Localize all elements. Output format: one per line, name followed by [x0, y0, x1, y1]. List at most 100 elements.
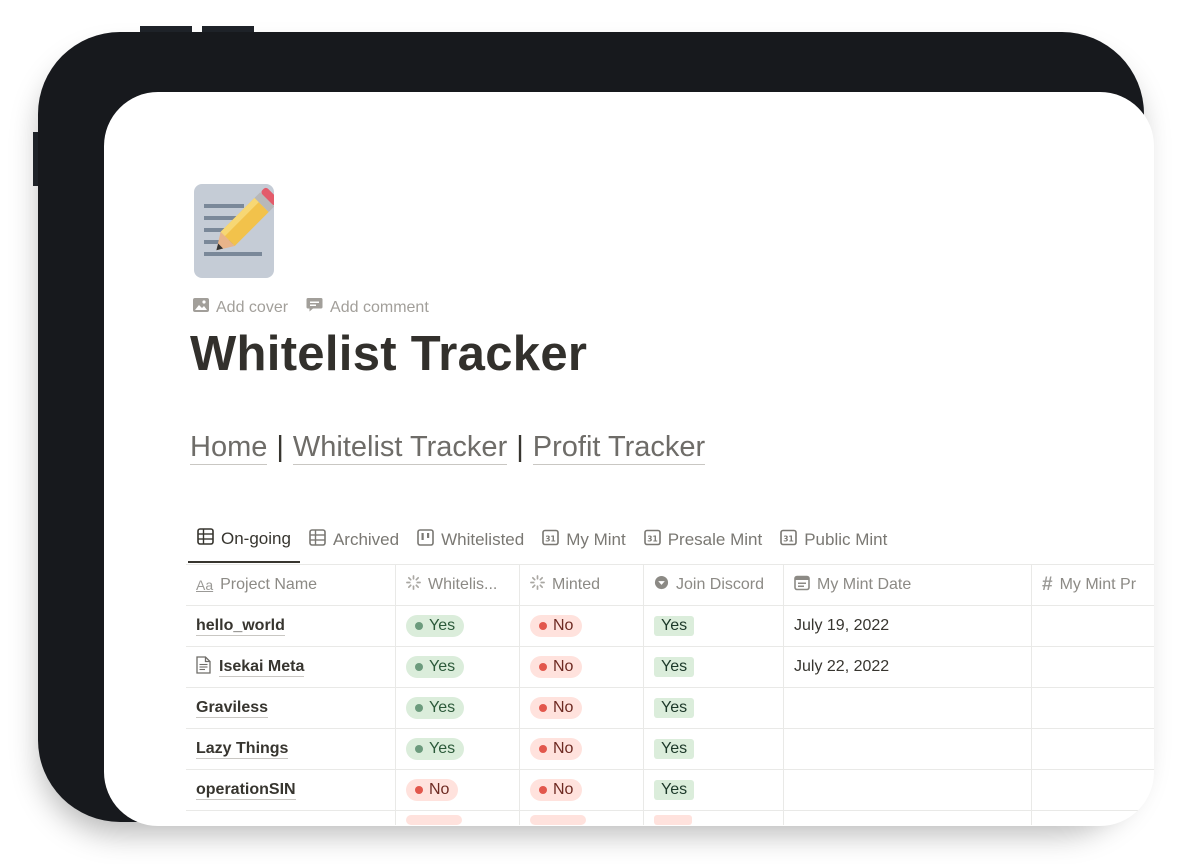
breadcrumb-home-link[interactable]: Home: [190, 431, 268, 465]
mint-date-cell[interactable]: [784, 729, 1032, 769]
view-tab-whitelisted[interactable]: Whitelisted: [408, 516, 533, 563]
join-discord-cell[interactable]: Yes: [644, 729, 784, 769]
add-comment-label: Add comment: [330, 298, 429, 316]
add-comment-button[interactable]: Add comment: [306, 297, 429, 318]
column-header-my-mint-date[interactable]: My Mint Date: [784, 565, 1032, 605]
column-header-join-discord[interactable]: Join Discord: [644, 565, 784, 605]
column-header-label: My Mint Pr: [1059, 576, 1137, 593]
mint-date-cell[interactable]: July 19, 2022: [784, 606, 1032, 646]
add-cover-button[interactable]: Add cover: [193, 297, 288, 318]
whitelisted-cell[interactable]: Yes: [396, 606, 520, 646]
mint-price-cell[interactable]: [1032, 688, 1154, 728]
status-badge: No: [530, 738, 583, 760]
mint-price-cell[interactable]: [1032, 729, 1154, 769]
status-text: No: [553, 781, 574, 798]
whitelisted-cell[interactable]: Yes: [396, 729, 520, 769]
column-header-my-mint-price[interactable]: # My Mint Pr: [1032, 565, 1154, 605]
table-row[interactable]: Lazy Things Yes No Yes: [186, 729, 1154, 770]
status-badge: Yes: [406, 738, 465, 760]
column-header-label: Join Discord: [676, 576, 765, 593]
view-tab-archived[interactable]: Archived: [300, 516, 408, 563]
database-view-tabs: On-going Archived Whitelisted 31 My Mint…: [188, 516, 896, 564]
project-name-cell[interactable]: hello_world: [186, 606, 396, 646]
table-row[interactable]: Isekai Meta Yes No Yes July 22, 2022: [186, 647, 1154, 688]
project-name-cell[interactable]: operationSIN: [186, 770, 396, 810]
mint-date-cell[interactable]: [784, 688, 1032, 728]
breadcrumb: Home | Whitelist Tracker | Profit Tracke…: [190, 430, 706, 465]
mint-date-cell[interactable]: July 22, 2022: [784, 647, 1032, 687]
project-name[interactable]: hello_world: [196, 616, 285, 636]
view-tab-presale-mint[interactable]: 31 Presale Mint: [635, 516, 771, 563]
table-row[interactable]: Graviless Yes No Yes: [186, 688, 1154, 729]
status-text: No: [553, 740, 574, 757]
project-name-cell: [186, 811, 396, 825]
project-name[interactable]: operationSIN: [196, 780, 296, 800]
column-header-project-name[interactable]: Aa Project Name: [186, 565, 396, 605]
join-discord-cell[interactable]: Yes: [644, 688, 784, 728]
status-badge: No: [530, 615, 583, 637]
status-dot: [415, 663, 423, 671]
memo-pencil-icon[interactable]: [194, 184, 279, 278]
status-icon: [530, 575, 545, 595]
mint-price-cell[interactable]: [1032, 770, 1154, 810]
project-name[interactable]: Isekai Meta: [219, 657, 305, 677]
whitelisted-cell[interactable]: No: [396, 770, 520, 810]
minted-cell[interactable]: No: [520, 647, 644, 687]
status-dot: [415, 745, 423, 753]
breadcrumb-profit-tracker-link[interactable]: Profit Tracker: [532, 431, 706, 465]
join-discord-cell[interactable]: Yes: [644, 770, 784, 810]
minted-cell[interactable]: No: [520, 606, 644, 646]
svg-text:31: 31: [647, 534, 657, 543]
project-name-cell[interactable]: Lazy Things: [186, 729, 396, 769]
table-icon: [197, 527, 214, 550]
status-badge: Yes: [406, 656, 465, 678]
view-tab-label: Whitelisted: [441, 529, 525, 549]
whitelisted-cell[interactable]: Yes: [396, 688, 520, 728]
mint-price-cell[interactable]: [1032, 606, 1154, 646]
notion-page: Add cover Add comment Whitelist Tracker …: [104, 92, 1154, 826]
table-row[interactable]: hello_world Yes No Yes July 19, 2022: [186, 606, 1154, 647]
status-dot: [539, 745, 547, 753]
status-dot: [539, 786, 547, 794]
svg-text:31: 31: [546, 534, 556, 543]
project-name-cell[interactable]: Graviless: [186, 688, 396, 728]
project-name-cell[interactable]: Isekai Meta: [186, 647, 396, 687]
project-name[interactable]: Graviless: [196, 698, 269, 718]
view-tab-my-mint[interactable]: 31 My Mint: [533, 516, 635, 563]
column-header-whitelisted[interactable]: Whitelis...: [396, 565, 520, 605]
project-name[interactable]: Lazy Things: [196, 739, 289, 759]
column-header-minted[interactable]: Minted: [520, 565, 644, 605]
view-tab-label: On-going: [221, 528, 291, 548]
mint-price-cell[interactable]: [1032, 647, 1154, 687]
view-tab-label: Presale Mint: [667, 529, 763, 549]
join-discord-cell[interactable]: Yes: [644, 606, 784, 646]
minted-cell[interactable]: No: [520, 729, 644, 769]
column-header-label: My Mint Date: [817, 576, 912, 593]
view-tab-label: Public Mint: [804, 529, 888, 549]
whitelisted-cell[interactable]: Yes: [396, 647, 520, 687]
join-discord-cell[interactable]: Yes: [644, 647, 784, 687]
status-text: No: [553, 617, 574, 634]
select-tag-clipped: [654, 815, 692, 825]
status-dot: [415, 622, 423, 630]
status-badge: No: [406, 779, 459, 801]
table-row[interactable]: operationSIN No No Yes: [186, 770, 1154, 811]
status-text: Yes: [429, 740, 456, 757]
breadcrumb-whitelist-tracker-link[interactable]: Whitelist Tracker: [292, 431, 508, 465]
screen: Add cover Add comment Whitelist Tracker …: [104, 92, 1154, 826]
view-tab-public-mint[interactable]: 31 Public Mint: [771, 516, 896, 563]
whitelisted-cell: [396, 811, 520, 825]
select-tag: Yes: [654, 739, 695, 759]
column-header-label: Project Name: [220, 576, 318, 593]
comment-icon: [306, 297, 323, 318]
date-icon: [794, 575, 810, 596]
minted-cell[interactable]: No: [520, 770, 644, 810]
select-tag: Yes: [654, 657, 695, 677]
view-tab-on-going[interactable]: On-going: [188, 516, 300, 563]
mint-date-cell[interactable]: [784, 770, 1032, 810]
breadcrumb-separator: |: [276, 431, 284, 463]
status-badge-clipped: [406, 815, 462, 825]
minted-cell[interactable]: No: [520, 688, 644, 728]
page-title[interactable]: Whitelist Tracker: [190, 327, 588, 381]
device-tab-1: [140, 26, 192, 34]
